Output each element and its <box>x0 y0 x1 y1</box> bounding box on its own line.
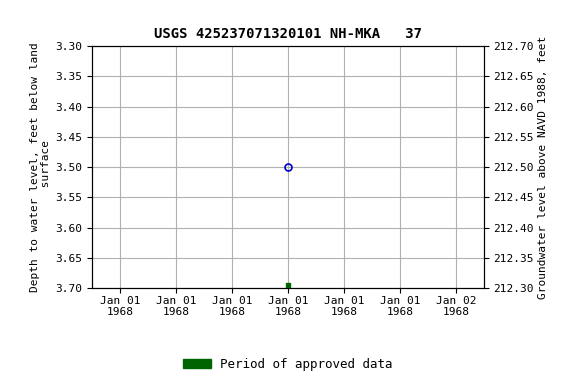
Y-axis label: Groundwater level above NAVD 1988, feet: Groundwater level above NAVD 1988, feet <box>538 35 548 299</box>
Y-axis label: Depth to water level, feet below land
 surface: Depth to water level, feet below land su… <box>30 42 51 292</box>
Legend: Period of approved data: Period of approved data <box>178 353 398 376</box>
Title: USGS 425237071320101 NH-MKA   37: USGS 425237071320101 NH-MKA 37 <box>154 27 422 41</box>
